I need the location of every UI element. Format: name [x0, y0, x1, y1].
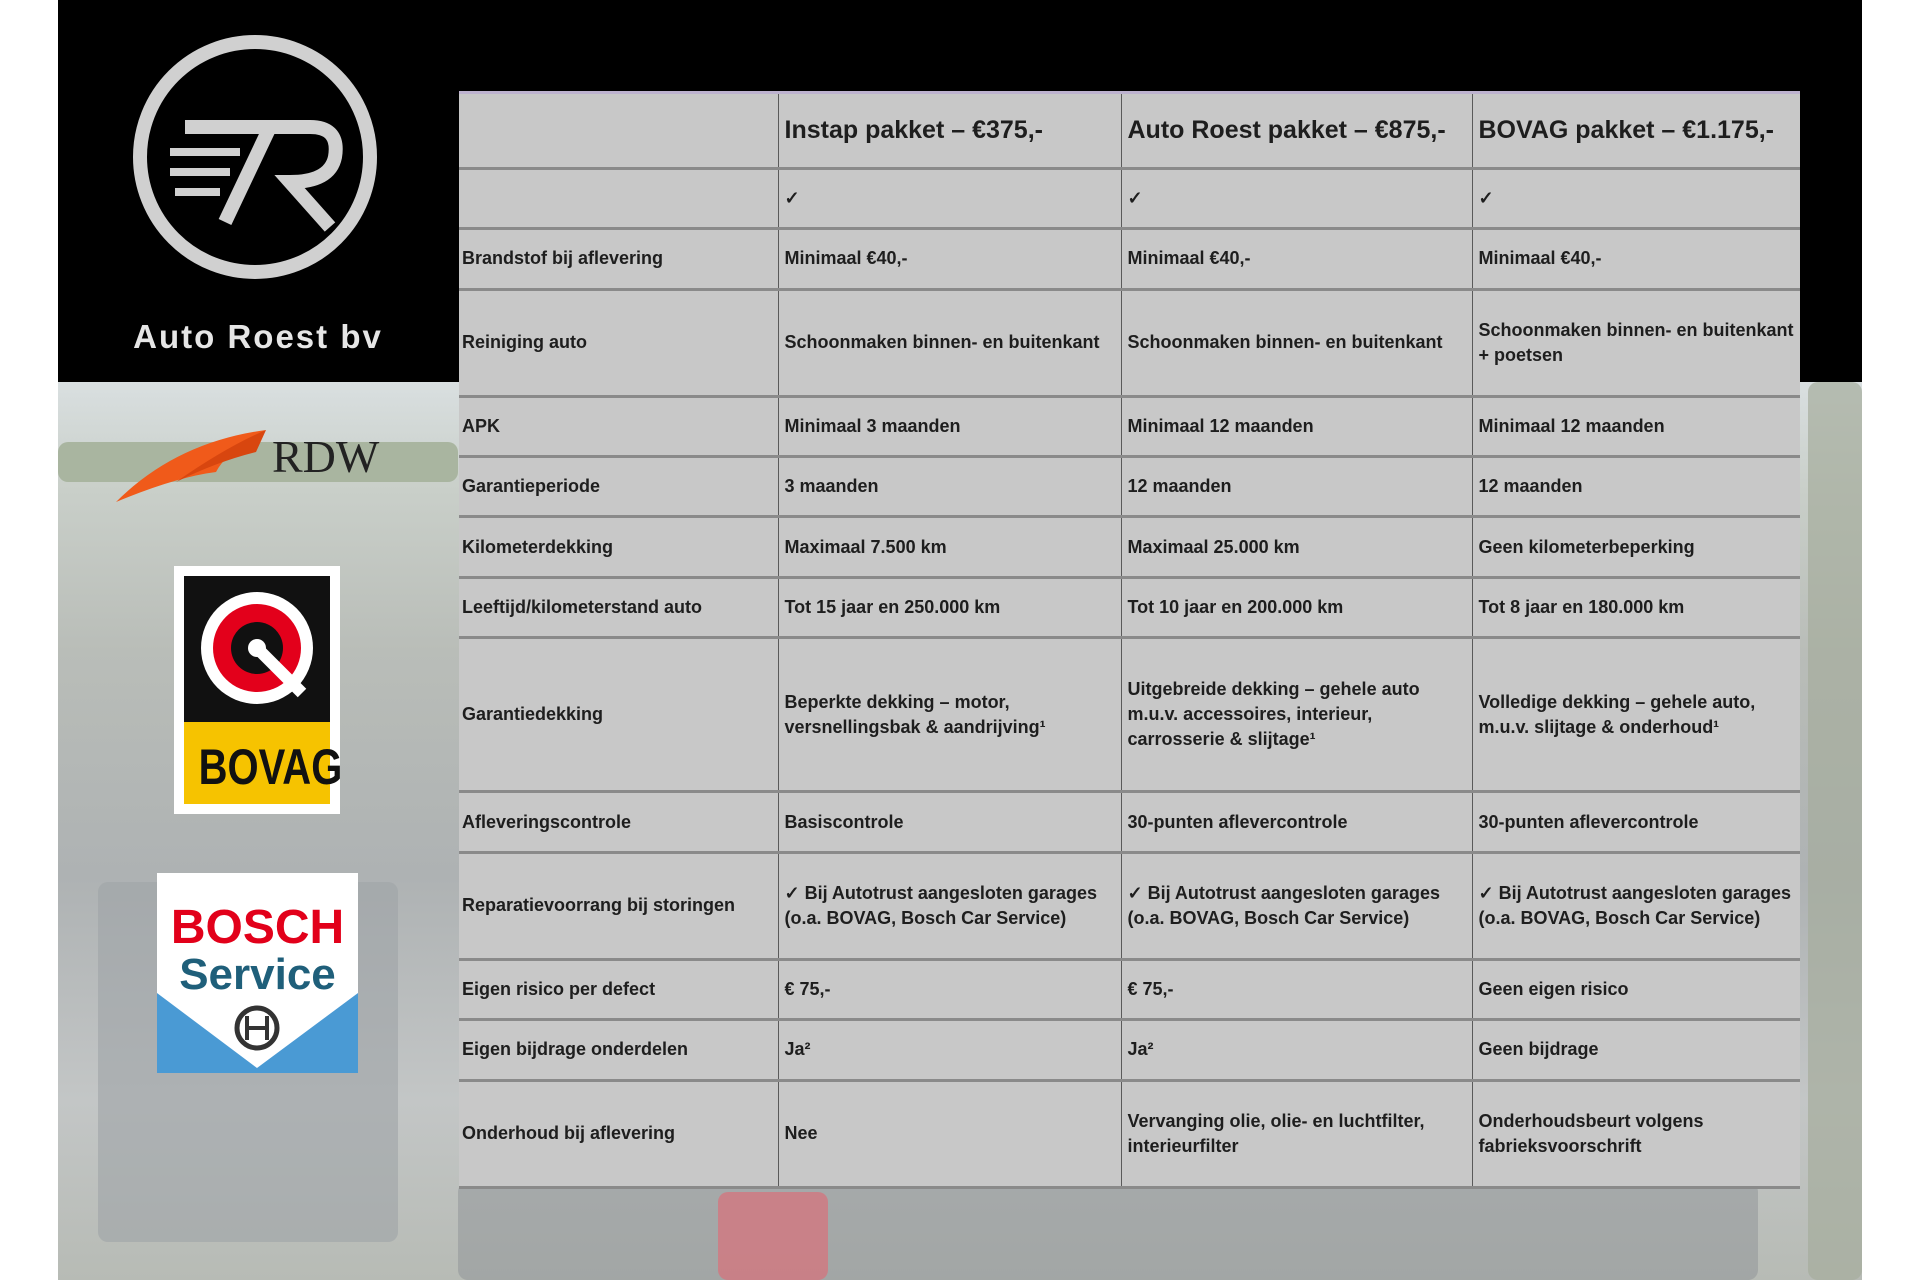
table-row: Reparatievoorrang bij storingen ✓ Bij Aut…	[459, 852, 1800, 962]
cell-value: Uitgebreide dekking – gehele auto m.u.v.…	[1120, 637, 1472, 794]
row-label: Eigen risico per defect	[459, 959, 778, 1022]
cell-value: € 75,-	[777, 959, 1121, 1022]
cell-value: Basiscontrole	[777, 791, 1121, 854]
header-instap: Instap pakket – €375,-	[777, 92, 1121, 170]
row-label: Afleveringscontrole	[459, 791, 778, 854]
cell-value: 30-punten aflevercontrole	[1120, 791, 1472, 854]
row-label: Onderhoud bij aflevering	[459, 1080, 778, 1190]
auto-roest-logo-icon	[133, 35, 377, 279]
rdw-logo-icon	[116, 430, 266, 502]
cell-value: ✓ Bij Autotrust aangesloten garages (o.a…	[1471, 852, 1800, 962]
row-label: Leeftijd/kilometerstand auto	[459, 577, 778, 639]
row-label: Reparatievoorrang bij storingen	[459, 852, 778, 962]
cell-value: Onderhoudsbeurt volgens fabrieksvoorschr…	[1471, 1080, 1800, 1190]
table-row: Garantiedekking Beperkte dekking – motor,…	[459, 637, 1800, 794]
table-row: Kilometerdekking Maximaal 7.500 km Maximaa…	[459, 516, 1800, 579]
cell-value: Schoonmaken binnen- en buitenkant	[777, 289, 1121, 398]
cell-value: Ja²	[777, 1019, 1121, 1082]
cell-value: Minimaal €40,-	[1471, 228, 1800, 291]
cell-value: ✓	[777, 168, 1121, 231]
table-row: Onderhoud bij aflevering Nee Vervanging ol…	[459, 1080, 1800, 1190]
cell-value: Vervanging olie, olie- en luchtfilter, i…	[1120, 1080, 1472, 1190]
header-cell	[459, 92, 778, 170]
cell-value: Geen eigen risico	[1471, 959, 1800, 1022]
cell-value: Maximaal 25.000 km	[1120, 516, 1472, 579]
bovag-logo: BOVAG	[174, 566, 343, 814]
row-label: Brandstof bij aflevering	[459, 228, 778, 291]
table-header-row: Instap pakket – €375,- Auto Roest pakket…	[459, 92, 1800, 170]
cell-value: 3 maanden	[777, 456, 1121, 519]
row-label	[459, 168, 778, 231]
cell-value: Ja²	[1120, 1019, 1472, 1082]
bovag-logo-text: BOVAG	[198, 739, 343, 795]
rdw-logo-text: RDW	[272, 431, 380, 482]
cell-value: ✓	[1120, 168, 1472, 231]
cell-value: ✓ Bij Autotrust aangesloten garages (o.a…	[777, 852, 1121, 962]
cell-value: Minimaal 12 maanden	[1471, 396, 1800, 459]
bosch-service-logo-icon	[157, 873, 358, 1073]
cell-value: Geen kilometerbeperking	[1471, 516, 1800, 579]
table-row: Leeftijd/kilometerstand auto Tot 15 jaar …	[459, 577, 1800, 639]
cell-value: Minimaal 12 maanden	[1120, 396, 1472, 459]
cell-value: Volledige dekking – gehele auto, m.u.v. …	[1471, 637, 1800, 794]
bosch-service-text: Service	[179, 950, 336, 999]
cell-value: 30-punten aflevercontrole	[1471, 791, 1800, 854]
cell-value: ✓ Bij Autotrust aangesloten garages (o.a…	[1120, 852, 1472, 962]
cell-value: Tot 15 jaar en 250.000 km	[777, 577, 1121, 639]
table-row: Eigen risico per defect € 75,- € 75,- Geen …	[459, 959, 1800, 1022]
cell-value: Geen bijdrage	[1471, 1019, 1800, 1082]
cell-value: Tot 8 jaar en 180.000 km	[1471, 577, 1800, 639]
cell-value: Tot 10 jaar en 200.000 km	[1120, 577, 1472, 639]
table-row: APK Minimaal 3 maanden Minimaal 12 maanden…	[459, 396, 1800, 459]
cell-value: Schoonmaken binnen- en buitenkant + poet…	[1471, 289, 1800, 398]
row-label: Eigen bijdrage onderdelen	[459, 1019, 778, 1082]
cell-value: Minimaal €40,-	[1120, 228, 1472, 291]
package-comparison-table: Instap pakket – €375,- Auto Roest pakket…	[459, 91, 1800, 1190]
table-row: Reiniging auto Schoonmaken binnen- en bui…	[459, 289, 1800, 398]
cell-value: Minimaal 3 maanden	[777, 396, 1121, 459]
cell-value: 12 maanden	[1120, 456, 1472, 519]
cell-value: Nee	[777, 1080, 1121, 1190]
header-bovag: BOVAG pakket – €1.175,-	[1471, 92, 1800, 170]
row-label: Garantiedekking	[459, 637, 778, 794]
cell-value: ✓	[1471, 168, 1800, 231]
row-label: Reiniging auto	[459, 289, 778, 398]
cell-value: € 75,-	[1120, 959, 1472, 1022]
cell-value: Beperkte dekking – motor, versnellingsba…	[777, 637, 1121, 794]
table-row: ✓ ✓ ✓	[459, 168, 1800, 231]
bovag-emblem-icon	[201, 592, 313, 704]
table-row: Garantieperiode 3 maanden 12 maanden 12 maa…	[459, 456, 1800, 519]
table-row: Afleveringscontrole Basiscontrole 30-punte…	[459, 791, 1800, 854]
table-row: Eigen bijdrage onderdelen Ja² Ja² Geen bijd…	[459, 1019, 1800, 1082]
row-label: APK	[459, 396, 778, 459]
table-row: Brandstof bij aflevering Minimaal €40,- Mi…	[459, 228, 1800, 291]
cell-value: Maximaal 7.500 km	[777, 516, 1121, 579]
bosch-logo-text: BOSCH	[170, 901, 345, 954]
cell-value: Schoonmaken binnen- en buitenkant	[1120, 289, 1472, 398]
cell-value: Minimaal €40,-	[777, 228, 1121, 291]
row-label: Kilometerdekking	[459, 516, 778, 579]
cell-value: 12 maanden	[1471, 456, 1800, 519]
row-label: Garantieperiode	[459, 456, 778, 519]
brand-name: Auto Roest bv	[133, 318, 383, 355]
header-auto-roest: Auto Roest pakket – €875,-	[1120, 92, 1472, 170]
